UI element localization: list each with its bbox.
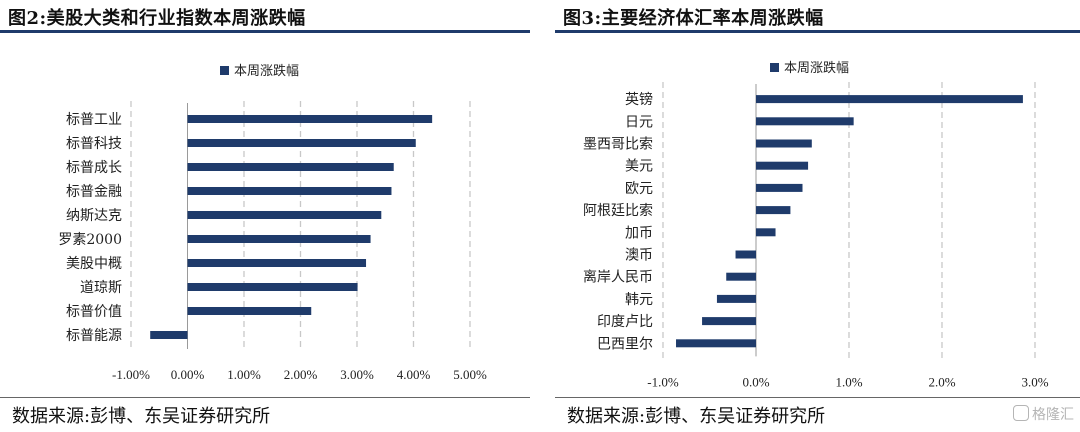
watermark-label: 格隆汇 — [1032, 407, 1074, 423]
right-bar — [756, 139, 812, 148]
right-title-rule — [555, 30, 1080, 33]
right-bar — [702, 317, 756, 326]
left-chart-panel: 图2:美股大类和行业指数本周涨跌幅 本周涨跌幅 -1.00% 0.00% 1.00% 2… — [0, 0, 530, 432]
left-tick-label: 5.00% — [453, 367, 487, 382]
right-bar — [756, 161, 809, 170]
right-category-label: 加币 — [625, 225, 653, 241]
right-source-note: 数据来源:彭博、东吴证券研究所 — [567, 406, 826, 427]
left-category-label: 罗素2000 — [58, 232, 122, 248]
left-legend: 本周涨跌幅 — [220, 63, 299, 79]
right-bar — [735, 250, 756, 259]
left-footer-rule — [0, 397, 530, 398]
right-category-label: 美元 — [625, 159, 653, 175]
right-category-label: 英镑 — [625, 91, 653, 108]
left-bar — [187, 259, 367, 267]
right-footer-rule — [555, 397, 1080, 398]
right-tick-label: 3.0% — [1021, 374, 1048, 389]
left-category-label: 纳斯达克 — [66, 208, 122, 224]
right-category-label: 欧元 — [625, 181, 653, 197]
right-bar — [756, 183, 803, 192]
right-category-label: 韩元 — [625, 292, 653, 308]
left-tick-label: -1.00% — [112, 367, 150, 382]
right-legend: 本周涨跌幅 — [770, 60, 849, 76]
left-tick-label: 1.00% — [227, 367, 261, 382]
right-category-label: 澳币 — [625, 248, 653, 264]
right-chart-title: 图3:主要经济体汇率本周涨跌幅 — [563, 8, 824, 29]
left-bar — [187, 211, 382, 219]
left-title-rule — [0, 30, 530, 33]
left-bar — [187, 163, 394, 171]
right-bar — [676, 339, 756, 348]
right-tick-label: 2.0% — [928, 374, 955, 389]
left-legend-swatch — [220, 66, 229, 75]
left-category-label: 道琼斯 — [80, 280, 122, 296]
right-tick-label: -1.0% — [647, 374, 679, 389]
left-category-label: 标普能源 — [66, 328, 122, 344]
right-bar — [756, 95, 1023, 104]
right-bar — [726, 272, 756, 281]
left-category-label: 标普价值 — [66, 304, 122, 320]
left-bar — [187, 187, 392, 195]
right-bar — [716, 294, 756, 303]
left-category-label: 标普成长 — [66, 160, 122, 176]
left-chart-title: 图2:美股大类和行业指数本周涨跌幅 — [8, 8, 306, 29]
watermark: 格隆汇 — [1013, 404, 1074, 424]
right-category-label: 阿根廷比索 — [583, 202, 653, 219]
left-bar — [187, 139, 416, 147]
right-tick-label: 0.0% — [742, 374, 769, 389]
left-bar — [187, 235, 371, 243]
watermark-logo-icon — [1013, 405, 1029, 421]
right-category-label: 印度卢比 — [597, 314, 653, 330]
left-bar — [187, 283, 358, 291]
right-bar — [756, 206, 791, 215]
right-chart-panel: 图3:主要经济体汇率本周涨跌幅 本周涨跌幅 -1.0% 0.0% 1.0% 2.0% 3.… — [555, 0, 1080, 432]
right-category-label: 日元 — [625, 114, 653, 130]
right-category-label: 离岸人民币 — [583, 269, 653, 286]
left-tick-label: 0.00% — [171, 367, 205, 382]
right-legend-label: 本周涨跌幅 — [784, 60, 849, 76]
left-chart-plot: 本周涨跌幅 -1.00% 0.00% 1.00% 2.00% 3.00% 4.00% 5.00… — [58, 63, 487, 382]
left-bar — [187, 307, 312, 315]
right-category-label: 墨西哥比索 — [583, 136, 653, 153]
left-bar — [150, 331, 188, 339]
left-bar — [187, 115, 433, 123]
left-tick-label: 2.00% — [284, 367, 318, 382]
right-legend-swatch — [770, 63, 779, 72]
left-tick-label: 3.00% — [340, 367, 374, 382]
left-category-label: 标普科技 — [66, 136, 122, 152]
left-category-label: 标普工业 — [66, 112, 122, 128]
left-tick-label: 4.00% — [397, 367, 431, 382]
left-legend-label: 本周涨跌幅 — [234, 63, 299, 79]
right-category-label: 巴西里尔 — [597, 336, 653, 352]
left-category-label: 标普金融 — [66, 184, 122, 200]
right-tick-label: 1.0% — [835, 374, 862, 389]
right-chart-plot: 本周涨跌幅 -1.0% 0.0% 1.0% 2.0% 3.0% 英镑日元墨西哥比索美元欧元阿… — [583, 60, 1049, 389]
right-bar — [756, 117, 854, 126]
right-bar — [756, 228, 776, 237]
left-category-label: 美股中概 — [66, 256, 122, 272]
left-source-note: 数据来源:彭博、东吴证券研究所 — [12, 406, 271, 427]
